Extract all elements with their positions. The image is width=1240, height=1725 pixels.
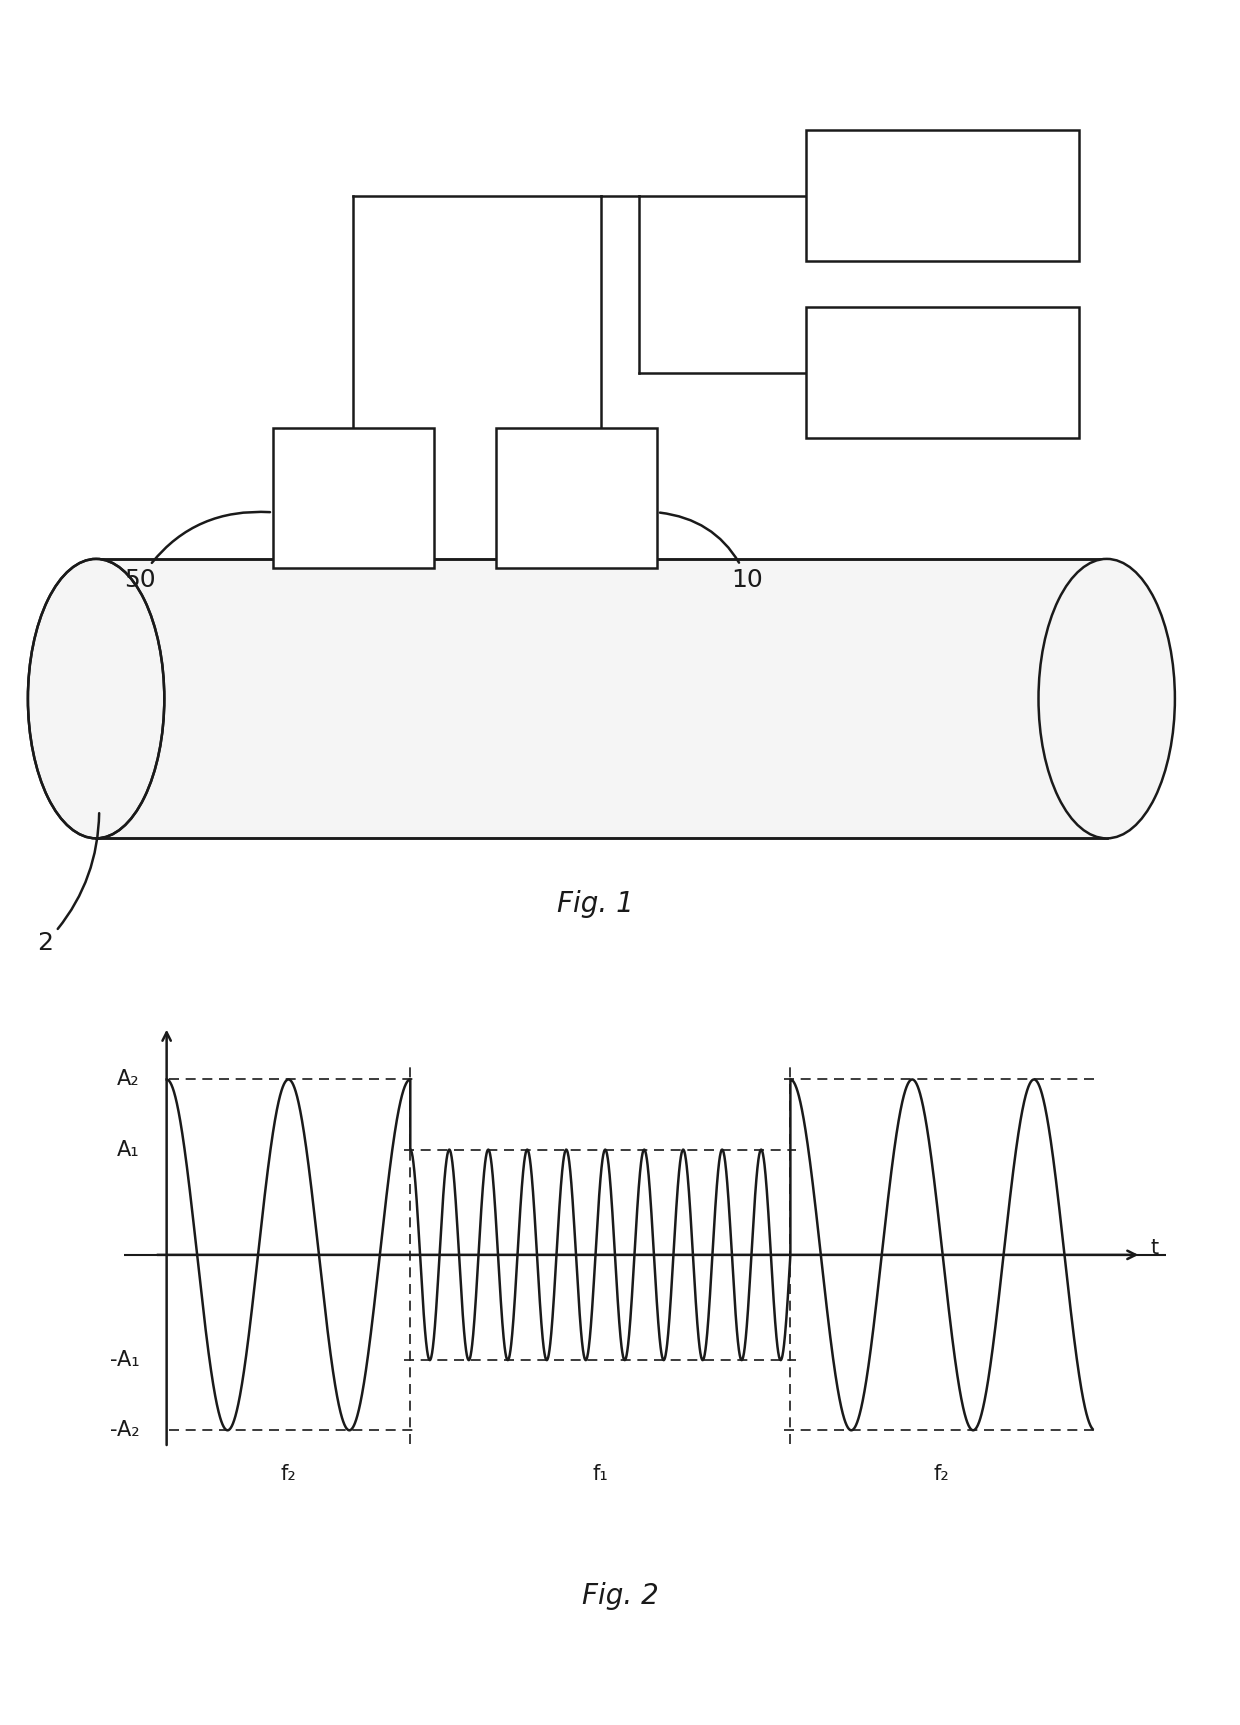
Bar bbox=[806, 307, 1079, 438]
Text: 50: 50 bbox=[124, 512, 270, 592]
Text: f₂: f₂ bbox=[934, 1465, 950, 1483]
Ellipse shape bbox=[1038, 559, 1174, 838]
Bar bbox=[273, 428, 434, 568]
Text: 200: 200 bbox=[914, 172, 971, 200]
Text: -A₁: -A₁ bbox=[110, 1351, 140, 1370]
Text: -A₂: -A₂ bbox=[110, 1420, 140, 1440]
Text: t: t bbox=[1151, 1239, 1159, 1258]
Text: 2: 2 bbox=[37, 812, 99, 956]
Text: Fig. 1: Fig. 1 bbox=[557, 890, 634, 918]
Text: 10: 10 bbox=[660, 512, 764, 592]
Polygon shape bbox=[97, 559, 1106, 838]
Text: Fig. 2: Fig. 2 bbox=[582, 1582, 658, 1609]
Text: A₂: A₂ bbox=[117, 1070, 140, 1090]
Text: f₁: f₁ bbox=[593, 1465, 608, 1483]
Text: 300: 300 bbox=[914, 348, 971, 378]
Text: A₁: A₁ bbox=[118, 1140, 140, 1159]
Ellipse shape bbox=[29, 559, 164, 838]
Bar bbox=[806, 131, 1079, 260]
Bar bbox=[496, 428, 657, 568]
Text: f₂: f₂ bbox=[280, 1465, 296, 1483]
